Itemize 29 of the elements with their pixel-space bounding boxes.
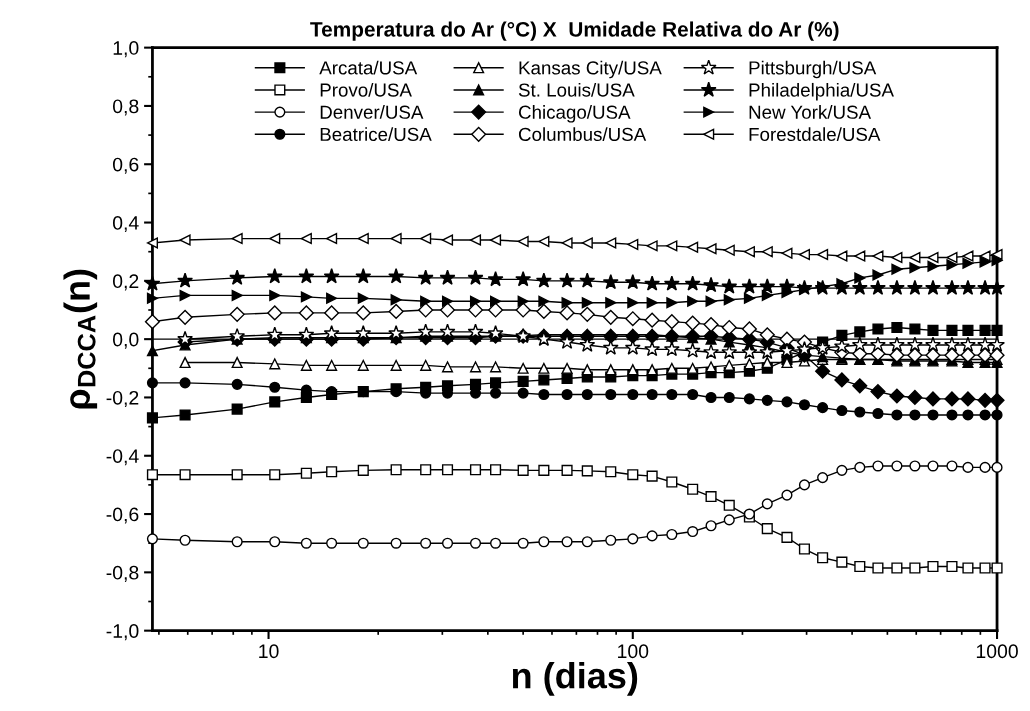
legend-label: Beatrice/USA — [320, 127, 432, 142]
y-tick-label: 0,2 — [112, 274, 139, 291]
legend-label: Chicago/USA — [518, 105, 631, 123]
legend-label: Columbus/USA — [518, 127, 647, 142]
y-tick-label: 0,0 — [112, 332, 139, 349]
y-tick-label: 1,0 — [113, 41, 139, 58]
y-tick-label: 0,4 — [112, 216, 139, 233]
y-tick-label: 0,6 — [112, 157, 139, 174]
chart-title: Temperatura do Ar (°C) X Umidade Relativa do Ar (%) — [310, 21, 839, 41]
x-tick-label: 1000 — [976, 644, 1018, 659]
legend-label: Denver/USA — [320, 105, 424, 119]
y-tick-label: -0,8 — [106, 565, 139, 582]
legend-label: Provo/USA — [320, 82, 412, 97]
y-tick-label: 0,8 — [112, 99, 139, 116]
legend-label: St. Louis/USA — [518, 82, 635, 97]
legend-label: Forestdale/USA — [749, 127, 881, 142]
legend-label: Philadelphia/USA — [749, 82, 894, 101]
x-tick-label: 10 — [259, 644, 279, 659]
x-axis-title: n (dias) — [512, 661, 638, 696]
y-tick-label: -0,2 — [106, 390, 139, 407]
y-tick-label: -0,6 — [106, 507, 139, 524]
y-tick-label: -0,4 — [106, 449, 139, 466]
x-tick-label: 100 — [618, 644, 649, 659]
legend-label: Arcata/USA — [319, 60, 418, 75]
y-axis-title: ρ$_{DCCA}$(n) — [63, 269, 98, 409]
legend-label: New York/USA — [749, 105, 872, 119]
y-tick-label: -1,0 — [106, 624, 139, 641]
legend-label: Kansas City/USA — [519, 60, 662, 79]
legend-label: Pittsburgh/USA — [749, 60, 877, 79]
